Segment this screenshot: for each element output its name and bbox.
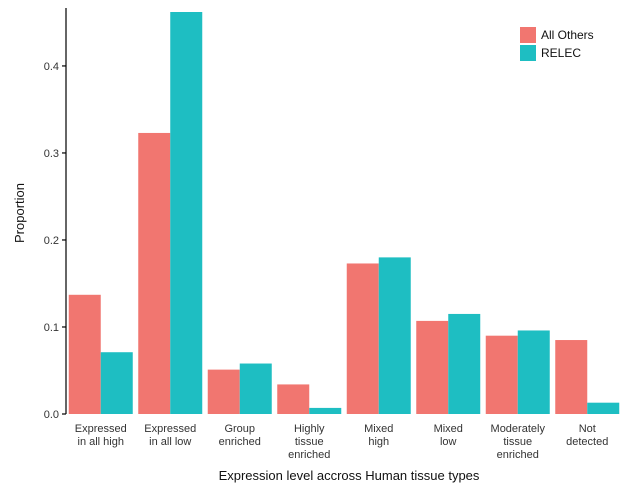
bar-all-others-6 bbox=[485, 335, 518, 414]
x-tick-label-line: Group bbox=[224, 423, 255, 435]
bars-group bbox=[68, 12, 620, 414]
bar-all-others-3 bbox=[277, 384, 310, 414]
bar-relec-5 bbox=[448, 313, 481, 414]
x-tick-label-line: tissue bbox=[295, 436, 324, 448]
y-axis-title: Proportion bbox=[12, 183, 27, 243]
x-tick-label: Mixed high bbox=[364, 423, 393, 448]
x-tick-label-line: Mixed bbox=[434, 423, 463, 435]
x-tick-label-line: high bbox=[368, 436, 389, 448]
bar-relec-3 bbox=[309, 407, 342, 414]
x-tick-label-line: in all high bbox=[78, 436, 124, 448]
bar-all-others-0 bbox=[68, 294, 101, 414]
x-tick-label: Expressed in all high bbox=[75, 423, 127, 448]
bar-relec-6 bbox=[517, 330, 550, 414]
x-tick-label-line: enriched bbox=[497, 449, 539, 461]
x-tick-label-line: tissue bbox=[503, 436, 532, 448]
bar-all-others-7 bbox=[555, 340, 588, 414]
y-tick-label: 0.0 bbox=[44, 409, 59, 421]
legend-swatch-all-others bbox=[520, 27, 536, 43]
x-tick-label: Moderately tissue enriched bbox=[491, 423, 546, 461]
x-tick-label: Expressed in all low bbox=[144, 423, 196, 448]
bar-all-others-5 bbox=[416, 320, 449, 414]
bar-relec-7 bbox=[587, 402, 620, 414]
y-tick-label: 0.1 bbox=[44, 322, 59, 334]
bar-all-others-2 bbox=[207, 369, 240, 414]
bar-relec-1 bbox=[170, 12, 203, 414]
bar-relec-4 bbox=[378, 257, 411, 414]
x-tick-label-line: Moderately bbox=[491, 423, 546, 435]
x-tick-label: Highly tissue enriched bbox=[288, 423, 330, 461]
x-tick-label-line: detected bbox=[566, 436, 608, 448]
y-tick-label: 0.3 bbox=[44, 148, 59, 160]
legend-swatch-relec bbox=[520, 45, 536, 61]
x-tick-label-line: Expressed bbox=[144, 423, 196, 435]
x-tick-label: Mixed low bbox=[434, 423, 463, 448]
x-tick-label-line: Not bbox=[579, 423, 596, 435]
y-ticks-group: 0.0 0.1 0.2 0.3 0.4 bbox=[44, 61, 66, 421]
x-tick-label-line: enriched bbox=[219, 436, 261, 448]
x-tick-label-line: in all low bbox=[149, 436, 191, 448]
x-axis-title: Expression level accross Human tissue ty… bbox=[219, 468, 480, 483]
y-tick-label: 0.4 bbox=[44, 61, 59, 73]
x-tick-label-line: Highly bbox=[294, 423, 325, 435]
x-tick-label-line: enriched bbox=[288, 449, 330, 461]
bar-relec-0 bbox=[100, 352, 133, 414]
bar-relec-2 bbox=[239, 363, 272, 414]
x-tick-label: Group enriched bbox=[219, 423, 261, 448]
x-tick-label-line: Expressed bbox=[75, 423, 127, 435]
legend-label-relec: RELEC bbox=[541, 46, 581, 60]
x-tick-label: Not detected bbox=[566, 423, 608, 448]
y-tick-label: 0.2 bbox=[44, 235, 59, 247]
bar-all-others-4 bbox=[346, 263, 379, 414]
x-tick-label-line: low bbox=[440, 436, 457, 448]
bar-all-others-1 bbox=[138, 132, 171, 414]
legend-label-all-others: All Others bbox=[541, 28, 594, 42]
legend: All Others RELEC bbox=[520, 27, 594, 61]
x-tick-label-line: Mixed bbox=[364, 423, 393, 435]
